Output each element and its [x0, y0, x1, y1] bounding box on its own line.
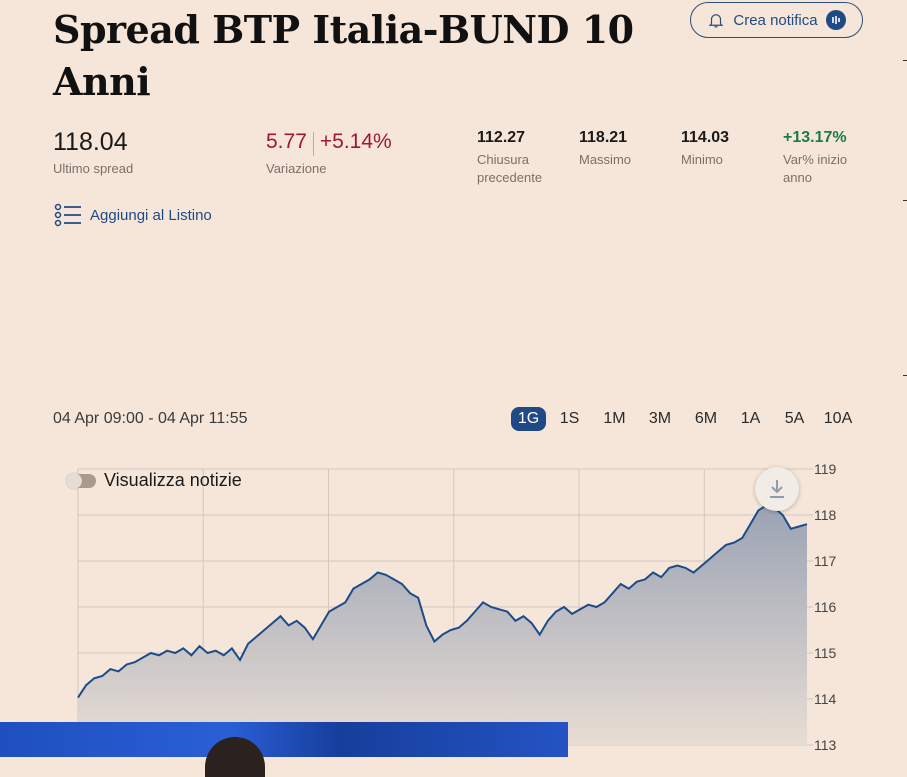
period-6m[interactable]: 6M	[694, 410, 718, 427]
person-thumbnail	[205, 737, 265, 777]
edge-divider	[903, 200, 907, 201]
y-tick-label: 119	[814, 461, 837, 477]
min-label: Minimo	[681, 152, 723, 167]
y-tick-label: 115	[814, 645, 837, 661]
y-tick-label: 118	[814, 507, 837, 523]
previous-close-value: 112.27	[477, 129, 526, 146]
previous-close-label: Chiusura precedente	[477, 152, 543, 185]
last-spread: 118.04 Ultimo spread	[53, 128, 133, 178]
last-spread-label: Ultimo spread	[53, 161, 134, 176]
ytd-change-value: +13.17%	[783, 129, 847, 146]
variation-label: Variazione	[266, 160, 327, 176]
series-line	[77, 504, 808, 699]
max: 118.21 Massimo	[579, 129, 631, 169]
y-tick-label: 113	[814, 737, 837, 753]
download-icon	[770, 480, 784, 498]
period-1s[interactable]: 1S	[559, 410, 580, 427]
page-title: Spread BTP Italia-BUND 10 Anni	[53, 7, 634, 104]
period-5a[interactable]: 5A	[784, 410, 805, 427]
create-alert-label: Crea notifica	[733, 11, 818, 29]
period-1m[interactable]: 1M	[603, 410, 626, 427]
variation-pct: +5.14%	[319, 130, 392, 153]
period-1a[interactable]: 1A	[740, 410, 761, 427]
toggle-switch[interactable]	[66, 472, 96, 489]
bell-icon	[708, 14, 724, 28]
y-tick-label: 116	[814, 599, 837, 615]
video-thumbnail[interactable]	[0, 722, 568, 777]
last-spread-value: 118.04	[53, 128, 128, 156]
edge-divider	[903, 60, 907, 61]
y-tick-label: 114	[814, 691, 837, 707]
period-10a[interactable]: 10A	[823, 410, 853, 427]
max-value: 118.21	[579, 129, 628, 146]
ytd-change: +13.17% Var% inizio anno	[783, 129, 863, 187]
date-range: 04 Apr 09:00 - 04 Apr 11:55	[53, 410, 248, 427]
ytd-change-label: Var% inizio anno	[783, 152, 848, 185]
create-alert-button[interactable]: Crea notifica	[690, 2, 863, 38]
variation: 5.77 +5.14% Variazione	[266, 130, 392, 178]
add-to-watchlist-button[interactable]: Aggiungi al Listino	[54, 203, 212, 227]
period-selector: 1G 1S 1M 3M 6M 1A 5A 10A	[511, 407, 858, 431]
min: 114.03 Minimo	[681, 129, 729, 169]
previous-close: 112.27 Chiusura precedente	[477, 129, 567, 187]
variation-separator	[312, 131, 314, 156]
series-area	[78, 505, 807, 745]
period-1g[interactable]: 1G	[511, 407, 546, 431]
news-toggle[interactable]: Visualizza notizie	[66, 470, 242, 491]
max-label: Massimo	[579, 152, 632, 167]
edge-divider	[903, 375, 907, 376]
download-button[interactable]	[755, 467, 799, 511]
add-to-watchlist-label: Aggiungi al Listino	[90, 206, 212, 224]
variation-abs: 5.77	[266, 130, 307, 153]
list-icon	[54, 203, 81, 227]
min-value: 114.03	[681, 129, 730, 146]
spread-chart: 113 114 115 116 117 118 119	[77, 461, 837, 753]
news-toggle-label: Visualizza notizie	[104, 470, 242, 490]
notification-badge-icon	[825, 10, 846, 30]
period-3m[interactable]: 3M	[648, 410, 672, 427]
y-tick-label: 117	[814, 553, 837, 569]
